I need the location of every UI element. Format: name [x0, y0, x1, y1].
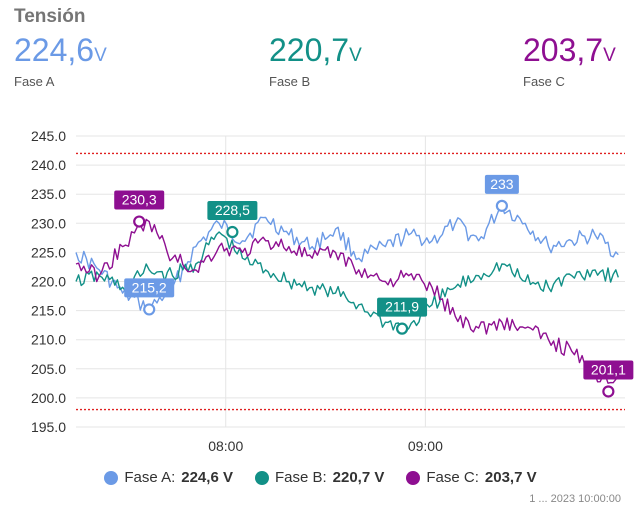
- stat-unit: V: [603, 45, 616, 66]
- annotation-marker: [133, 215, 146, 228]
- voltage-line-chart: 195.0 200.0 205.0 210.0 215.0 220.0 225.0 230.0…: [31, 128, 634, 454]
- annotation-label-box: [583, 360, 634, 380]
- annotation-label-box: [207, 201, 258, 221]
- annotation-label: 228,5: [215, 202, 250, 218]
- annotation-marker: [226, 225, 239, 239]
- annotation-marker: [602, 385, 615, 398]
- stat-value: 203,7: [523, 32, 604, 68]
- y-tick-label: 195.0: [31, 419, 66, 435]
- annotation-label: 233: [490, 176, 514, 192]
- x-tick-label: 09:00: [408, 438, 443, 454]
- stat-label: Fase A: [14, 74, 55, 89]
- legend-value: 224,6 V: [181, 469, 233, 486]
- legend-value: 220,7 V: [332, 469, 385, 486]
- y-tick-label: 240.0: [31, 157, 66, 173]
- stat-fase-b: 220,7V Fase B: [269, 32, 362, 89]
- annotation-label: 230,3: [122, 192, 157, 208]
- x-tick-label: 08:00: [208, 438, 243, 454]
- footer-timestamp: 1 ... 2023 10:00:00: [529, 493, 621, 505]
- annotation-label: 211,9: [385, 299, 419, 315]
- stat-fase-c: 203,7V Fase C: [523, 32, 616, 89]
- stat-value: 220,7: [269, 32, 350, 68]
- y-tick-label: 225.0: [31, 244, 66, 260]
- annotation-marker: [395, 322, 409, 335]
- legend-label: Fase A:: [124, 469, 176, 486]
- annotation-marker: [495, 199, 508, 212]
- chart-legend: Fase A: 224,6 V Fase B: 220,7 V Fase C: …: [0, 469, 641, 486]
- annotation-label: 201,1: [591, 361, 626, 377]
- legend-dot: [254, 470, 269, 485]
- stat-unit: V: [349, 45, 362, 66]
- series-line-fase-c: [75, 218, 619, 384]
- legend-dot: [104, 470, 119, 485]
- annotation-label: 215,2: [132, 279, 167, 295]
- y-tick-label: 220.0: [31, 274, 66, 290]
- annotation-label-box: [114, 190, 165, 210]
- stat-unit: V: [94, 45, 107, 66]
- y-tick-label: 230.0: [31, 215, 66, 231]
- legend-item-fase-b[interactable]: Fase B: 220,7 V: [254, 469, 385, 486]
- card-title: Tensión: [14, 6, 86, 27]
- stat-label: Fase C: [523, 74, 565, 89]
- y-tick-label: 235.0: [31, 186, 66, 202]
- legend-label: Fase C:: [426, 469, 479, 486]
- y-tick-label: 215.0: [31, 303, 66, 319]
- stat-fase-a: 224,6V Fase A: [14, 32, 107, 89]
- legend-label: Fase B:: [274, 469, 327, 486]
- annotation-label-box: [124, 278, 175, 298]
- legend-value: 203,7 V: [484, 469, 537, 486]
- annotation-label-box: [377, 297, 428, 317]
- legend-dot: [406, 470, 421, 485]
- annotation-marker: [143, 303, 156, 316]
- annotation-label-box: [484, 174, 519, 194]
- stat-label: Fase B: [269, 74, 311, 89]
- stat-value: 224,6: [14, 32, 95, 68]
- y-tick-label: 200.0: [31, 390, 66, 406]
- y-tick-label: 205.0: [31, 361, 66, 377]
- legend-item-fase-a[interactable]: Fase A: 224,6 V: [104, 469, 233, 486]
- series-line-fase-b: [75, 231, 619, 332]
- legend-item-fase-c[interactable]: Fase C: 203,7 V: [406, 469, 537, 486]
- y-tick-label: 245.0: [31, 128, 66, 144]
- y-tick-label: 210.0: [31, 332, 66, 348]
